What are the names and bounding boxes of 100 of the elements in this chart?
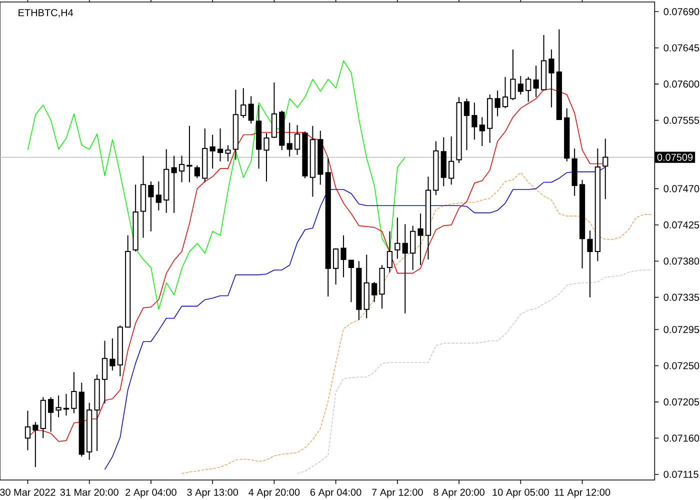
candlestick: [240, 88, 246, 118]
candlestick: [178, 155, 185, 183]
candlestick: [194, 164, 200, 179]
candlestick: [348, 260, 354, 303]
x-tick-label: 31 Mar 20:00: [60, 488, 118, 496]
candlestick: [264, 132, 270, 182]
candlestick: [364, 254, 370, 319]
candlestick: [510, 48, 516, 101]
candlestick: [386, 230, 393, 273]
candlestick: [502, 76, 508, 109]
candlestick: [464, 98, 470, 151]
candlestick: [572, 148, 578, 196]
candlestick: [248, 96, 254, 124]
candlestick: [110, 338, 116, 372]
candlestick: [210, 134, 216, 170]
candlestick: [340, 234, 346, 278]
candlestick: [394, 217, 400, 260]
candlestick: [540, 34, 547, 92]
candlestick: [356, 260, 362, 320]
candlestick: [24, 410, 31, 451]
candlestick: [556, 28, 562, 120]
candlestick: [479, 116, 485, 147]
y-tick-label: 0.07250: [664, 362, 700, 370]
candlestick: [40, 396, 46, 439]
candlestick: [433, 140, 439, 196]
x-tick-label: 3 Apr 13:00: [187, 488, 238, 498]
candlestick: [156, 180, 162, 211]
y-tick-label: 0.07425: [664, 221, 700, 228]
y-tick-label: 0.07600: [664, 80, 700, 88]
y-tick-label: 0.07335: [664, 294, 700, 301]
x-tick-label: 7 Apr 12:00: [372, 488, 423, 498]
x-tick-label: 6 Apr 04:00: [310, 488, 362, 498]
y-tick-label: 0.07690: [664, 8, 700, 16]
candlestick: [102, 340, 108, 404]
x-tick-label: 11 Apr 12:00: [554, 488, 610, 498]
candlestick: [533, 65, 539, 98]
candlestick: [310, 125, 316, 198]
candlestick: [410, 225, 416, 270]
candlestick: [217, 128, 224, 162]
candlestick: [602, 138, 608, 200]
y-tick-label: 0.07205: [664, 398, 700, 406]
text: ETHBTC,H4: [18, 9, 74, 18]
candlestick: [202, 128, 208, 183]
candlestick: [526, 76, 532, 102]
candlestick: [148, 180, 154, 232]
candlestick: [294, 124, 300, 156]
candlestick: [78, 382, 84, 458]
candlestick: [164, 148, 170, 214]
candlestick: [548, 48, 554, 108]
candlestick: [132, 184, 138, 252]
candlestick: [279, 110, 285, 151]
y-tick-label: 0.07555: [664, 116, 700, 124]
candlestick: [32, 422, 38, 468]
candlestick: [117, 324, 123, 377]
y-tick-label: 0.07470: [664, 185, 700, 192]
candlestick: [125, 234, 131, 328]
candlestick: [332, 248, 339, 285]
candlestick: [456, 96, 462, 164]
candlestick: [302, 131, 308, 179]
candlestick: [494, 90, 500, 117]
candlestick: [318, 130, 324, 186]
candlestick: [86, 402, 92, 460]
y-tick-label: 0.07115: [664, 470, 698, 478]
y-tick-label: 0.07380: [664, 258, 700, 265]
candlestick: [440, 136, 446, 187]
candlestick: [94, 374, 100, 452]
x-tick-label: 4 Apr 20:00: [248, 488, 300, 498]
candlestick: [579, 179, 586, 269]
ref-line-label: 0.07509: [657, 154, 693, 161]
candlestick: [56, 395, 62, 418]
x-tick-label: 10 Apr 05:00: [492, 488, 549, 498]
x-tick-label: 30 Mar 2022: [0, 488, 56, 496]
candlestick: [564, 108, 570, 162]
candlestick: [402, 224, 408, 314]
candlestick: [587, 230, 593, 298]
x-tick-label: 2 Apr 04:00: [126, 488, 176, 498]
candlestick: [256, 104, 262, 170]
candlestick: [379, 264, 385, 310]
candlestick: [487, 94, 493, 144]
candlestick: [63, 393, 70, 416]
candlestick: [71, 372, 77, 414]
candlestick: [518, 76, 524, 96]
candlestick: [425, 176, 432, 260]
y-tick-label: 0.07645: [664, 44, 700, 52]
candlestick: [232, 89, 238, 160]
x-tick-label: 8 Apr 20:00: [434, 488, 484, 498]
line-series: [27, 60, 406, 310]
candlestick: [472, 102, 478, 140]
candlestick: [225, 144, 231, 162]
candlestick: [271, 82, 277, 138]
candlestick: [448, 136, 454, 186]
candlestick: [372, 282, 378, 303]
candlestick: [418, 213, 424, 266]
candlestick: [171, 155, 177, 214]
candlestick: [186, 125, 192, 183]
candlestick: [325, 158, 331, 298]
candlestick: [140, 155, 146, 238]
candlestick: [48, 396, 54, 432]
y-tick-label: 0.07160: [664, 434, 700, 442]
candlestick: [286, 122, 292, 158]
